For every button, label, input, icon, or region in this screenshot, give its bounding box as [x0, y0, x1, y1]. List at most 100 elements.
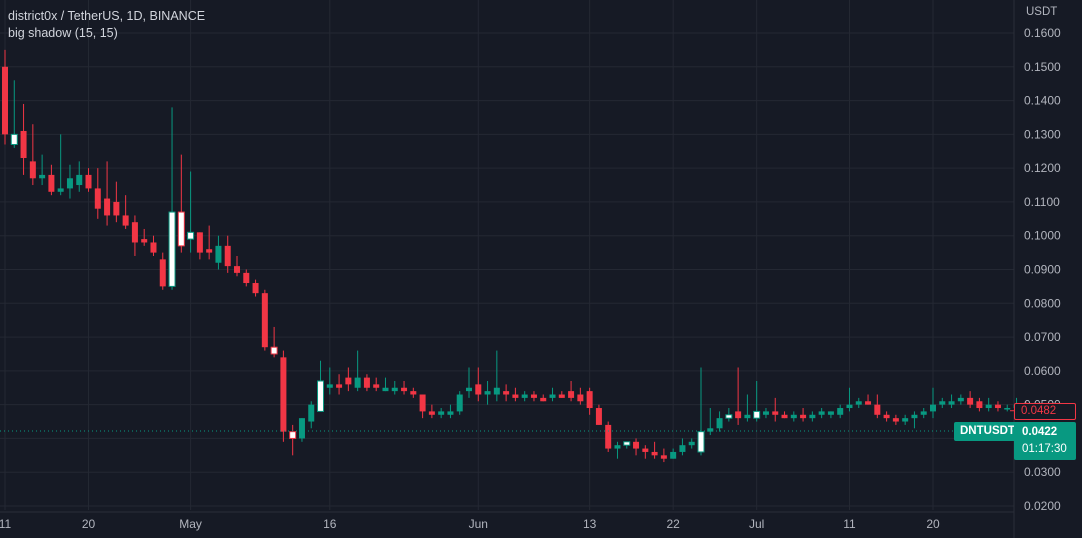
candle-body: [883, 414, 890, 419]
candle-body: [76, 174, 83, 186]
candle: [493, 350, 500, 402]
candle: [466, 367, 472, 398]
candle-body: [809, 414, 816, 419]
candle-body: [206, 249, 213, 253]
candle: [874, 394, 881, 419]
candle: [224, 235, 231, 273]
y-tick-label: 0.1000: [1024, 229, 1061, 243]
candle: [800, 408, 807, 422]
candle-body: [930, 404, 936, 412]
candle: [475, 367, 482, 402]
candle-body: [141, 239, 148, 243]
candle-body: [530, 394, 537, 398]
candle-body: [558, 394, 565, 398]
candle: [577, 387, 584, 405]
candle-body: [326, 384, 333, 388]
candle: [57, 134, 64, 196]
last-price-tag: 0.0422 01:17:30: [1014, 421, 1076, 460]
candle-body: [243, 272, 250, 284]
x-tick-label: Jun: [469, 517, 488, 531]
candle: [363, 374, 370, 392]
candle: [39, 154, 46, 186]
symbol-title[interactable]: district0x / TetherUS, 1D, BINANCE: [8, 9, 206, 23]
candle: [391, 380, 398, 395]
candle: [707, 408, 714, 436]
candle: [280, 350, 287, 442]
candle-body: [707, 428, 714, 432]
candle: [168, 107, 176, 290]
candle: [660, 448, 667, 463]
candle: [902, 414, 909, 425]
y-tick-label: 0.0800: [1024, 296, 1061, 310]
candle: [428, 404, 435, 419]
candle-body: [800, 414, 807, 419]
candle: [679, 438, 686, 456]
candle-body: [623, 441, 631, 446]
candle: [243, 269, 250, 287]
candle-body: [651, 451, 658, 456]
candle: [234, 255, 240, 277]
candle: [670, 448, 677, 459]
candle-body: [484, 391, 491, 395]
candle-body: [503, 391, 510, 395]
candle: [326, 367, 333, 395]
candle-body: [177, 211, 185, 247]
candle-body: [159, 259, 166, 287]
candle-body: [790, 414, 797, 419]
y-tick-label: 0.0600: [1024, 364, 1061, 378]
candle: [781, 411, 788, 419]
candle-body: [66, 178, 73, 189]
y-tick-label: 0.1200: [1024, 161, 1061, 175]
candle-body: [911, 414, 918, 419]
candle-body: [967, 397, 974, 405]
candle: [744, 394, 751, 422]
candle: [2, 49, 8, 145]
candle-body: [772, 411, 779, 415]
candle-body: [196, 232, 203, 253]
candle: [911, 411, 918, 429]
candle-body: [466, 387, 472, 392]
candle: [725, 408, 733, 422]
candle: [215, 235, 222, 270]
candle-body: [419, 394, 426, 412]
candle: [651, 441, 658, 459]
candle-body: [948, 401, 955, 405]
candle-body: [725, 414, 733, 419]
chart-legend: district0x / TetherUS, 1D, BINANCE big s…: [8, 8, 205, 42]
candle: [150, 235, 157, 256]
candle: [503, 384, 510, 402]
candle: [688, 438, 695, 449]
y-tick-label: 0.1100: [1024, 195, 1060, 209]
candle-body: [280, 357, 287, 432]
candle-body: [428, 411, 435, 415]
time-axis[interactable]: 11 20 May 16 Jun 13 22 Jul 11 20: [0, 517, 940, 531]
x-tick-label: Jul: [749, 517, 764, 531]
candle-body: [1004, 408, 1011, 410]
candle-body: [354, 377, 361, 388]
candle: [920, 408, 927, 419]
candle-body: [549, 394, 556, 398]
y-tick-label: 0.0700: [1024, 330, 1061, 344]
candle: [558, 391, 565, 398]
candle-body: [865, 401, 872, 405]
candle: [512, 387, 519, 402]
candle: [790, 411, 797, 422]
candle: [94, 168, 101, 219]
candle-body: [939, 401, 946, 405]
candle-body: [252, 283, 259, 294]
candle-body: [39, 174, 46, 179]
candle: [122, 195, 129, 229]
candle-body: [382, 387, 389, 392]
candle: [985, 397, 992, 412]
x-tick-label: 22: [666, 517, 680, 531]
candle-body: [456, 394, 463, 412]
candle-body: [512, 394, 519, 398]
candle-body: [735, 411, 742, 419]
candles: [2, 49, 1029, 463]
candle-body: [289, 431, 297, 439]
candle-body: [150, 242, 157, 253]
indicator-label[interactable]: big shadow (15, 15): [8, 26, 118, 40]
candle-body: [716, 418, 723, 429]
